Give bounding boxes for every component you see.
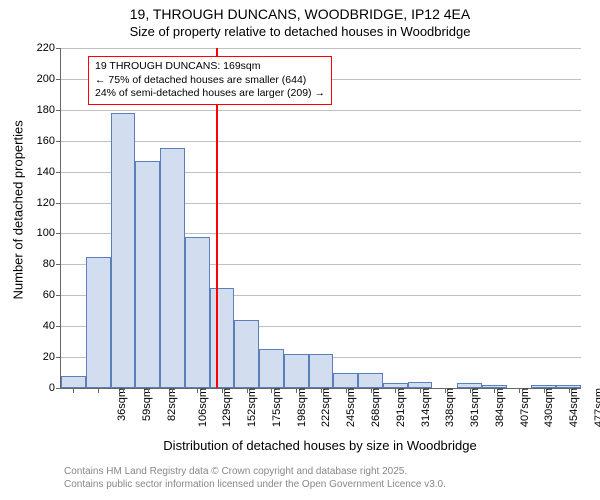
x-tick-label: 477sqm <box>587 388 600 427</box>
info-box-line: 19 THROUGH DUNCANS: 169sqm <box>95 60 325 74</box>
x-tick-label: 268sqm <box>364 388 382 427</box>
x-axis-label: Distribution of detached houses by size … <box>60 438 580 453</box>
y-tick-label: 220 <box>37 42 61 54</box>
y-tick-label: 80 <box>43 258 61 270</box>
gridline <box>61 110 581 111</box>
histogram-bar <box>259 349 284 388</box>
gridline <box>61 141 581 142</box>
histogram-bar <box>284 354 309 388</box>
histogram-bar <box>309 354 334 388</box>
histogram-bar <box>111 113 136 388</box>
info-box: 19 THROUGH DUNCANS: 169sqm← 75% of detac… <box>88 56 332 105</box>
footer-line: Contains public sector information licen… <box>64 478 446 491</box>
x-tick-label: 36sqm <box>110 388 128 421</box>
x-tick-label: 245sqm <box>339 388 357 427</box>
info-box-line: 24% of semi-detached houses are larger (… <box>95 87 325 101</box>
histogram-bar <box>185 237 210 388</box>
histogram-bar <box>61 376 86 388</box>
y-tick-label: 180 <box>37 104 61 116</box>
y-tick-label: 60 <box>43 289 61 301</box>
x-tick-label: 291sqm <box>389 388 407 427</box>
x-tick-label: 361sqm <box>463 388 481 427</box>
x-tick-label: 82sqm <box>160 388 178 421</box>
footer-line: Contains HM Land Registry data © Crown c… <box>64 465 446 478</box>
y-tick-label: 160 <box>37 135 61 147</box>
histogram-bar <box>160 148 185 388</box>
x-tick-label: 454sqm <box>562 388 580 427</box>
y-tick-label: 100 <box>37 227 61 239</box>
histogram-bar <box>135 161 160 388</box>
y-tick-label: 40 <box>43 320 61 332</box>
x-tick-label: 59sqm <box>135 388 153 421</box>
histogram-bar <box>86 257 111 388</box>
x-tick-label: 222sqm <box>315 388 333 427</box>
x-tick-label: 314sqm <box>414 388 432 427</box>
x-tick-label: 430sqm <box>537 388 555 427</box>
y-tick-label: 200 <box>37 73 61 85</box>
x-tick-label: 407sqm <box>513 388 531 427</box>
y-axis-label: Number of detached properties <box>11 140 26 300</box>
y-tick-label: 140 <box>37 166 61 178</box>
x-tick-label: 198sqm <box>290 388 308 427</box>
histogram-bar <box>333 373 358 388</box>
x-tick-label: 129sqm <box>216 388 234 427</box>
y-tick-label: 120 <box>37 197 61 209</box>
x-tick-label: 152sqm <box>240 388 258 427</box>
x-tick-label: 175sqm <box>265 388 283 427</box>
info-box-line: ← 75% of detached houses are smaller (64… <box>95 74 325 88</box>
x-tick-label: 338sqm <box>438 388 456 427</box>
chart-subtitle: Size of property relative to detached ho… <box>0 24 600 39</box>
histogram-bar <box>234 320 259 388</box>
y-tick-label: 20 <box>43 351 61 363</box>
chart-container: 19, THROUGH DUNCANS, WOODBRIDGE, IP12 4E… <box>0 0 600 500</box>
footer-text: Contains HM Land Registry data © Crown c… <box>64 465 446 491</box>
x-tick-label: 106sqm <box>191 388 209 427</box>
y-tick-label: 0 <box>49 382 61 394</box>
chart-title: 19, THROUGH DUNCANS, WOODBRIDGE, IP12 4E… <box>0 6 600 22</box>
gridline <box>61 48 581 49</box>
histogram-bar <box>210 288 235 388</box>
x-tick-label: 384sqm <box>488 388 506 427</box>
histogram-bar <box>358 373 383 388</box>
